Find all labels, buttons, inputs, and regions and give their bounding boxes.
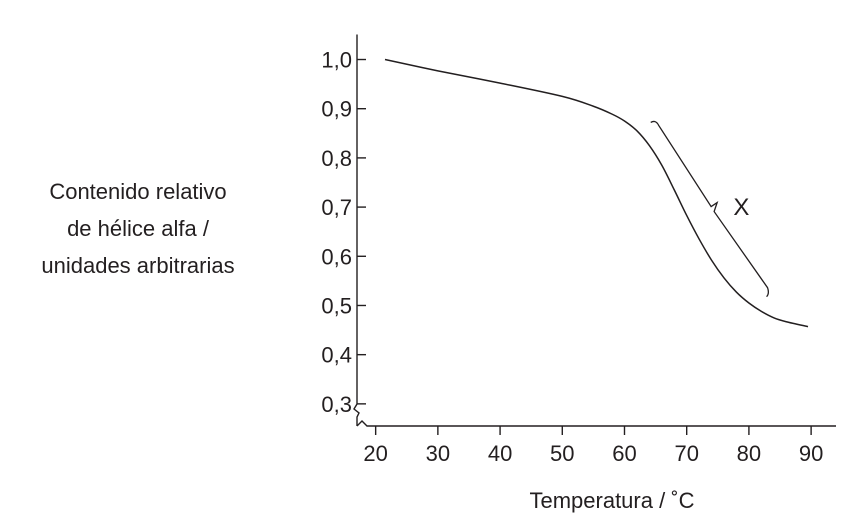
y-tick-label: 0,5	[321, 293, 352, 318]
x-axis-line	[356, 420, 836, 427]
y-tick-label: 1,0	[321, 48, 352, 73]
ticks: 0,3 0,4 0,5 0,6 0,7 0,8 0,9 1,0 20 30 40 50 60 70 80 90	[321, 48, 823, 466]
y-axis-title: Contenido relativo de hélice alfa / unidad…	[41, 179, 234, 278]
x-tick-label: 90	[799, 441, 823, 466]
y-tick-label: 0,6	[321, 244, 352, 269]
annotation-bracket	[650, 120, 770, 298]
y-axis-title-line: Contenido relativo	[49, 179, 226, 204]
x-tick-label: 40	[488, 441, 512, 466]
annotations: X	[650, 120, 770, 298]
x-tick-label: 30	[426, 441, 450, 466]
y-tick-label: 0,3	[321, 392, 352, 417]
y-tick-label: 0,7	[321, 195, 352, 220]
annotation-label: X	[733, 194, 749, 221]
y-tick-label: 0,4	[321, 343, 352, 368]
y-tick-label: 0,9	[321, 97, 352, 122]
x-tick-label: 20	[363, 441, 387, 466]
y-axis-title-line: de hélice alfa /	[67, 216, 210, 241]
axes	[353, 34, 836, 427]
y-axis-title-line: unidades arbitrarias	[41, 253, 234, 278]
x-axis-title: Temperatura / ˚C	[529, 488, 694, 513]
y-tick-label: 0,8	[321, 146, 352, 171]
x-tick-label: 50	[550, 441, 574, 466]
series-line	[384, 58, 809, 328]
y-axis-line	[353, 34, 360, 426]
x-tick-label: 70	[674, 441, 698, 466]
series	[384, 58, 809, 328]
x-tick-label: 60	[612, 441, 636, 466]
x-tick-label: 80	[737, 441, 761, 466]
